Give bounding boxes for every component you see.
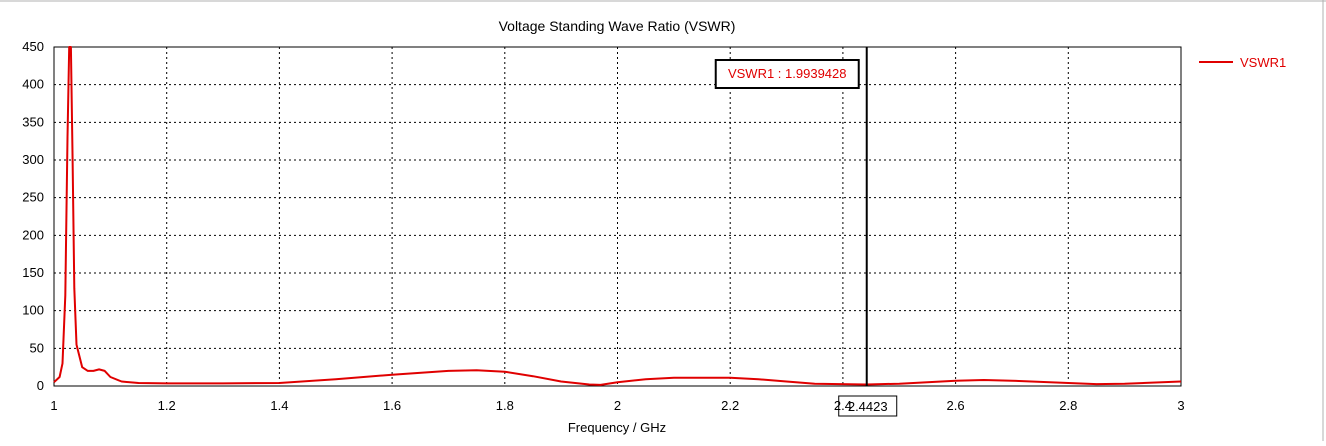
y-tick-label: 200	[22, 227, 44, 242]
x-tick-label: 2.4	[834, 398, 852, 413]
grid-lines	[54, 47, 1181, 386]
x-tick-label: 1.2	[158, 398, 176, 413]
y-tick-label: 50	[30, 340, 44, 355]
x-axis-ticks: 1 1.2 1.4 1.6 1.8 2 2.2 2.4 2.6 2.8 3	[50, 398, 1184, 413]
plot-area: VSWR1 : 1.9939428 2.4423	[53, 46, 1182, 417]
chart-title: Voltage Standing Wave Ratio (VSWR)	[499, 18, 736, 34]
x-tick-label: 2.6	[947, 398, 965, 413]
series-line-vswr1	[53, 46, 1182, 386]
x-tick-label: 1	[50, 398, 57, 413]
marker-layer[interactable]: VSWR1 : 1.9939428 2.4423	[714, 47, 898, 417]
y-tick-label: 400	[22, 77, 44, 92]
x-tick-label: 2.2	[721, 398, 739, 413]
marker-x-label: 2.4423	[848, 399, 888, 414]
series-layer	[53, 46, 1182, 386]
y-tick-label: 450	[22, 39, 44, 54]
legend[interactable]: VSWR1	[1199, 55, 1286, 70]
y-axis-ticks: 0 50 100 150 200 250 300 350 400 450	[22, 39, 44, 393]
y-tick-label: 150	[22, 265, 44, 280]
y-tick-label: 0	[37, 378, 44, 393]
x-tick-label: 2.8	[1059, 398, 1077, 413]
y-tick-label: 300	[22, 152, 44, 167]
x-axis-label: Frequency / GHz	[568, 420, 666, 435]
x-tick-label: 1.8	[496, 398, 514, 413]
marker-value-label: VSWR1 : 1.9939428	[728, 66, 847, 81]
x-tick-label: 1.6	[383, 398, 401, 413]
y-tick-label: 100	[22, 303, 44, 318]
y-tick-label: 250	[22, 190, 44, 205]
y-tick-label: 350	[22, 114, 44, 129]
x-tick-label: 3	[1177, 398, 1184, 413]
marker-value-box	[714, 59, 860, 89]
marker-x-box	[838, 395, 898, 417]
x-tick-label: 2	[614, 398, 621, 413]
x-tick-label: 1.4	[270, 398, 288, 413]
legend-label[interactable]: VSWR1	[1240, 55, 1286, 70]
